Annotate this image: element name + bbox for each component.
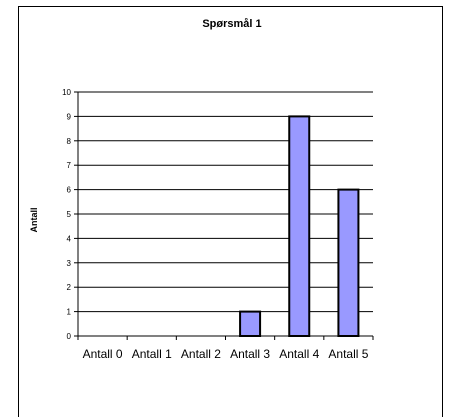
- y-axis-label: Antall: [29, 207, 39, 232]
- y-tick-labels: 0 1 2 3 4 5 6 7 8 9 10: [62, 88, 71, 341]
- x-tick-label: Antall 0: [83, 347, 123, 361]
- y-tick-label: 5: [67, 210, 72, 219]
- y-tick-label: 8: [67, 137, 72, 146]
- y-tick-label: 9: [67, 112, 72, 121]
- y-tick-label: 7: [67, 161, 72, 170]
- bars: [239, 115, 360, 338]
- chart-frame: [18, 6, 443, 417]
- bar: [288, 115, 311, 338]
- y-tick-label: 10: [62, 88, 71, 97]
- y-tick-label: 0: [67, 332, 72, 341]
- y-tick-label: 1: [67, 308, 72, 317]
- x-tick-labels: Antall 0 Antall 1 Antall 2 Antall 3 Antall 4…: [83, 347, 369, 361]
- axes: [74, 91, 374, 340]
- x-tick-label: Antall 5: [328, 347, 368, 361]
- x-tick-label: Antall 1: [132, 347, 172, 361]
- gridlines: [78, 91, 373, 313]
- x-tick-label: Antall 3: [230, 347, 270, 361]
- x-tick-label: Antall 4: [279, 347, 319, 361]
- bar: [239, 310, 262, 338]
- x-tick-label: Antall 2: [181, 347, 221, 361]
- chart-title: Spørsmål 1: [202, 18, 261, 30]
- bar: [337, 188, 360, 337]
- y-tick-label: 4: [67, 234, 72, 243]
- y-tick-label: 2: [67, 283, 72, 292]
- y-tick-label: 3: [67, 259, 72, 268]
- y-tick-label: 6: [67, 186, 72, 195]
